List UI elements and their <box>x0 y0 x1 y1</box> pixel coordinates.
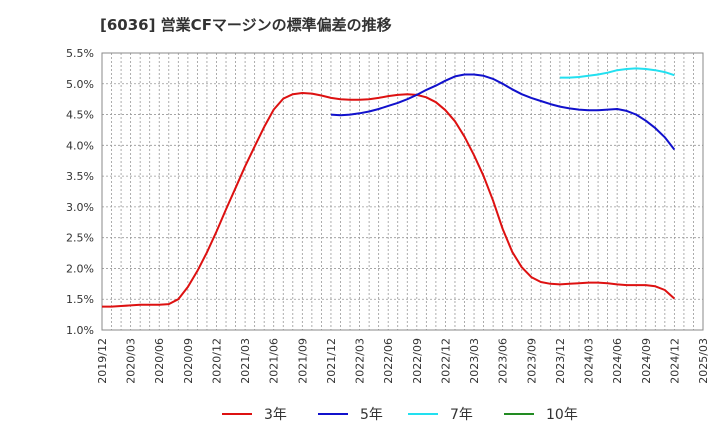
x-tick-label: 2019/12 <box>96 338 109 384</box>
x-tick-label: 2022/06 <box>382 338 395 384</box>
y-tick-label: 3.5% <box>66 170 94 183</box>
x-tick-label: 2021/09 <box>296 338 309 384</box>
series-line <box>330 73 676 151</box>
y-tick-label: 1.5% <box>66 293 94 306</box>
x-tick-label: 2022/09 <box>411 338 424 384</box>
x-tick-label: 2024/03 <box>583 338 596 384</box>
x-tick-label: 2022/12 <box>439 338 452 384</box>
legend-label: 5年 <box>360 407 383 423</box>
x-tick-label: 2020/03 <box>125 338 138 384</box>
x-tick-label: 2021/03 <box>239 338 252 384</box>
x-tick-label: 2021/12 <box>325 338 338 384</box>
y-tick-label: 4.0% <box>66 139 94 152</box>
x-tick-label: 2023/06 <box>497 338 510 384</box>
x-tick-label: 2022/03 <box>354 338 367 384</box>
x-tick-label: 2020/06 <box>153 338 166 384</box>
y-tick-label: 5.0% <box>66 78 94 91</box>
y-tick-label: 4.5% <box>66 109 94 122</box>
y-tick-label: 2.5% <box>66 232 94 245</box>
x-tick-label: 2024/12 <box>668 338 681 384</box>
x-tick-label: 2020/09 <box>182 338 195 384</box>
grid-lines <box>102 53 703 330</box>
legend-label: 7年 <box>450 407 473 423</box>
y-tick-label: 2.0% <box>66 262 94 275</box>
x-tick-label: 2020/12 <box>210 338 223 384</box>
series-lines <box>102 67 676 308</box>
x-tick-label: 2024/06 <box>611 338 624 384</box>
y-tick-label: 3.0% <box>66 201 94 214</box>
y-axis-ticks: 1.0% 1.5% 2.0% 2.5% 3.0% 3.5% 4.0% 4.5% 5.0% 5.5% <box>66 47 94 337</box>
series-line <box>102 92 676 308</box>
y-tick-label: 5.5% <box>66 47 94 60</box>
x-tick-label: 2021/06 <box>268 338 281 384</box>
x-axis-ticks: 2019/12 2020/03 2020/06 2020/09 2020/12 2021/… <box>96 338 710 384</box>
legend-label: 10年 <box>546 407 578 423</box>
x-tick-label: 2024/09 <box>640 338 653 384</box>
legend-label: 3年 <box>264 407 287 423</box>
y-tick-label: 1.0% <box>66 324 94 337</box>
x-tick-label: 2023/09 <box>525 338 538 384</box>
plot-area-border <box>101 52 704 331</box>
x-tick-label: 2023/03 <box>468 338 481 384</box>
x-tick-label: 2025/03 <box>697 338 710 384</box>
legend: 3年 5年 7年 10年 <box>222 407 578 423</box>
chart-title: [6036] 営業CFマージンの標準偏差の推移 <box>100 16 392 34</box>
x-tick-label: 2023/12 <box>554 338 567 384</box>
series-line <box>559 67 675 79</box>
